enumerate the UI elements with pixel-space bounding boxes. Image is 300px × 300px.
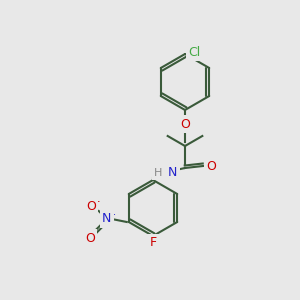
Text: O: O	[180, 118, 190, 130]
Text: O: O	[206, 160, 216, 172]
Text: N: N	[102, 212, 111, 226]
Text: H: H	[154, 168, 162, 178]
Text: +: +	[107, 210, 115, 220]
Text: O: O	[85, 232, 95, 244]
Text: -: -	[96, 196, 100, 206]
Text: O: O	[86, 200, 96, 214]
Text: N: N	[168, 167, 177, 179]
Text: F: F	[149, 236, 157, 250]
Text: Cl: Cl	[188, 46, 200, 59]
